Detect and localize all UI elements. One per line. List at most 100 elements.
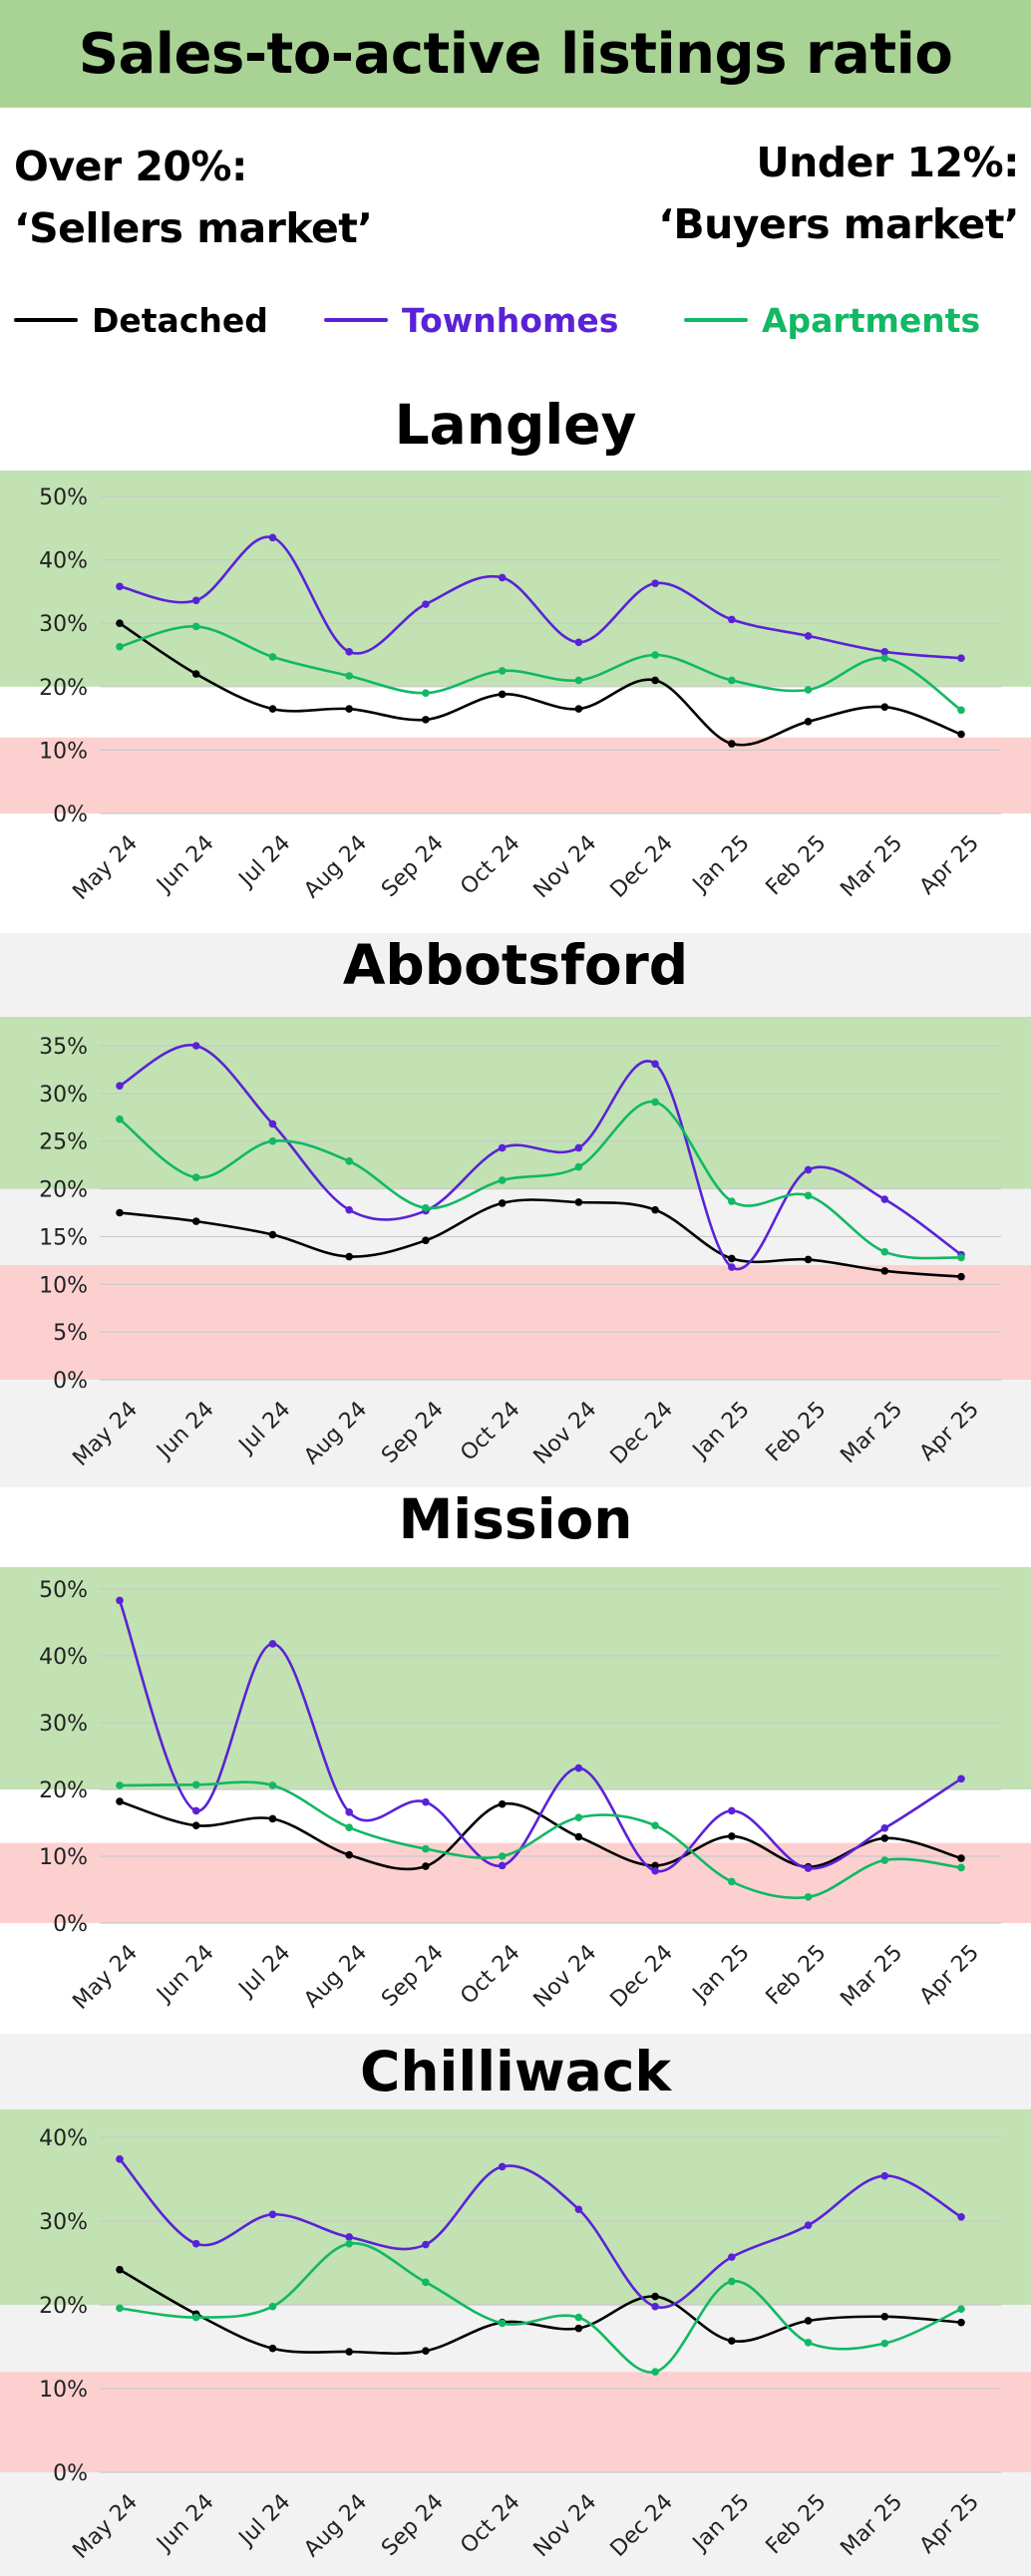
chart-abbotsford: 0% 5% 10% 15% 20% 25% 30% 35% May 24 Jun 24 Jul 24… xyxy=(0,933,1031,1487)
langley-xtick-label: Sep 24 xyxy=(377,830,449,902)
chilliwack-ytick-label: 30% xyxy=(39,2210,88,2235)
chilliwack-xtick-label: Feb 25 xyxy=(762,2489,832,2559)
mission-xtick-label: Dec 24 xyxy=(606,1940,679,2013)
mission-xtick-label: Mar 25 xyxy=(836,1940,907,2012)
mission-xtick-label: May 24 xyxy=(68,1940,143,2015)
chilliwack-sellers-band xyxy=(0,2109,1031,2305)
mission-apartments-point xyxy=(116,1781,124,1789)
mission-detached-point xyxy=(728,1832,736,1840)
mission-detached-point xyxy=(651,1861,659,1870)
chilliwack-xtick-label: Jun 24 xyxy=(152,2489,219,2557)
abbotsford-townhomes-point xyxy=(498,1143,507,1152)
mission-ytick-label: 10% xyxy=(39,1845,88,1870)
chart-mission: 0% 10% 20% 30% 40% 50% May 24 Jun 24 Jul 24 Aug 2… xyxy=(0,1487,1031,2034)
chilliwack-apartments-point xyxy=(651,2368,659,2376)
langley-apartments-point xyxy=(957,706,965,715)
chilliwack-apartments-point xyxy=(804,2339,813,2347)
langley-apartments-line xyxy=(118,625,963,712)
langley-xtick-label: Aug 24 xyxy=(299,830,372,903)
chilliwack-xtick-label: Jan 25 xyxy=(687,2489,755,2557)
langley-townhomes-point xyxy=(804,632,813,640)
abbotsford-xtick-label: Sep 24 xyxy=(377,1397,449,1468)
chart-langley: 0% 10% 20% 30% 40% 50% May 24 Jun 24 Jul 24 Aug 2… xyxy=(0,379,1031,933)
langley-xtick-label: Mar 25 xyxy=(836,830,907,902)
chilliwack-ytick-label: 40% xyxy=(39,2126,88,2151)
chilliwack-apartments-point xyxy=(728,2277,736,2286)
mission-ytick-label: 0% xyxy=(53,1912,88,1937)
abbotsford-townhomes-point xyxy=(880,1195,889,1203)
page-title: Sales-to-active listings ratio xyxy=(78,21,953,87)
chilliwack-townhomes-point xyxy=(422,2240,430,2249)
chart-title-langley: Langley xyxy=(394,393,637,457)
langley-ytick-label: 20% xyxy=(39,676,88,701)
chilliwack-apartments-point xyxy=(116,2304,124,2313)
sellers-label: ‘Sellers market’ xyxy=(14,204,373,252)
mission-apartments-point xyxy=(498,1852,507,1860)
langley-xtick-label: Apr 25 xyxy=(915,830,984,899)
abbotsford-townhomes-point xyxy=(804,1165,813,1174)
mission-xtick-label: Jan 25 xyxy=(687,1940,755,2008)
abbotsford-detached-point xyxy=(116,1208,124,1217)
chilliwack-xtick-label: Mar 25 xyxy=(836,2489,907,2561)
legend-swatch-townhomes xyxy=(324,318,388,322)
langley-detached-point xyxy=(116,619,124,627)
langley-ytick-label: 50% xyxy=(39,485,88,510)
chilliwack-townhomes-point xyxy=(651,2302,659,2311)
mission-detached-point xyxy=(191,1821,200,1829)
abbotsford-xtick-label: May 24 xyxy=(68,1397,143,1471)
mission-detached-point xyxy=(880,1834,889,1842)
abbotsford-apartments-point xyxy=(804,1191,813,1200)
mission-townhomes-point xyxy=(651,1866,659,1875)
langley-xtick-label: Dec 24 xyxy=(606,830,679,903)
langley-detached-point xyxy=(804,717,813,726)
mission-apartments-point xyxy=(804,1893,813,1901)
langley-townhomes-point xyxy=(422,600,430,608)
legend-swatch-apartments xyxy=(684,318,748,322)
langley-detached-point xyxy=(345,705,353,713)
langley-townhomes-point xyxy=(191,596,200,605)
langley-xtick-label: Feb 25 xyxy=(762,830,832,900)
chilliwack-townhomes-point xyxy=(268,2210,277,2219)
chart-langley-plot: 0% 10% 20% 30% 40% 50% May 24 Jun 24 Jul 24 Aug 2… xyxy=(0,471,1031,905)
mission-townhomes-point xyxy=(574,1764,583,1772)
abbotsford-apartments-point xyxy=(574,1162,583,1171)
langley-detached-point xyxy=(191,670,200,678)
abbotsford-detached-point xyxy=(957,1272,965,1281)
chilliwack-xtick-label: Apr 25 xyxy=(915,2489,984,2558)
mission-apartments-point xyxy=(651,1821,659,1829)
chilliwack-xtick-label: Nov 24 xyxy=(529,2489,602,2562)
mission-xtick-label: Oct 24 xyxy=(456,1940,524,2009)
buyers-label: ‘Buyers market’ xyxy=(658,200,1019,248)
abbotsford-ytick-label: 20% xyxy=(39,1178,88,1203)
langley-apartments-point xyxy=(728,676,736,685)
mission-xtick-label: Feb 25 xyxy=(762,1940,832,2010)
langley-xtick-label: Jun 24 xyxy=(152,830,219,898)
langley-apartments-point xyxy=(268,653,277,661)
chilliwack-detached-point xyxy=(574,2324,583,2333)
langley-detached-point xyxy=(651,676,659,685)
mission-apartments-point xyxy=(345,1823,353,1831)
chilliwack-apartments-point xyxy=(574,2313,583,2322)
mission-detached-point xyxy=(574,1832,583,1841)
chilliwack-ytick-label: 10% xyxy=(39,2378,88,2403)
abbotsford-detached-point xyxy=(804,1255,813,1264)
abbotsford-townhomes-point xyxy=(116,1082,124,1090)
langley-apartments-point xyxy=(804,686,813,694)
langley-townhomes-point xyxy=(116,582,124,591)
chilliwack-apartments-point xyxy=(957,2305,965,2313)
chilliwack-detached-point xyxy=(345,2348,353,2356)
mission-townhomes-point xyxy=(957,1774,965,1783)
mission-townhomes-point xyxy=(728,1806,736,1815)
sellers-threshold: Over 20%: xyxy=(14,143,247,190)
abbotsford-xtick-label: Jul 24 xyxy=(233,1397,296,1459)
abbotsford-xtick-label: Nov 24 xyxy=(529,1397,602,1469)
mission-apartments-point xyxy=(957,1863,965,1872)
abbotsford-buyers-band xyxy=(0,1265,1031,1380)
abbotsford-townhomes-point xyxy=(651,1060,659,1068)
legend-label-detached: Detached xyxy=(92,300,268,340)
abbotsford-xtick-label: Aug 24 xyxy=(299,1397,372,1469)
langley-townhomes-point xyxy=(957,654,965,662)
abbotsford-xtick-label: Oct 24 xyxy=(456,1397,524,1465)
mission-ytick-label: 30% xyxy=(39,1712,88,1737)
chart-chilliwack-plot: 0% 10% 20% 30% 40% May 24 Jun 24 Jul 24 Aug 24 Se… xyxy=(0,2109,1031,2564)
